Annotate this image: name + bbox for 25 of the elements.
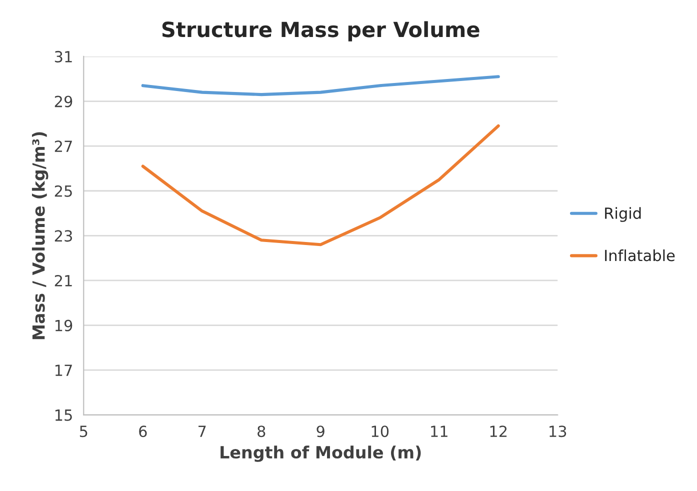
y-axis-title: Mass / Volume (kg/m³): [32, 132, 48, 340]
y-tick-label: 23: [54, 230, 72, 242]
x-tick-label: 9: [316, 426, 324, 438]
x-tick-label: 10: [372, 426, 389, 438]
legend-label: Inflatable: [605, 249, 675, 262]
y-tick-label: 21: [54, 274, 72, 286]
y-tick-label: 19: [55, 320, 72, 332]
x-tick-label: 11: [431, 426, 448, 437]
chart-title: Structure Mass per Volume: [162, 21, 480, 42]
y-tick-label: 15: [55, 410, 72, 421]
legend-label: Rigid: [605, 207, 641, 222]
y-tick-label: 25: [54, 185, 72, 197]
y-tick-label: 17: [55, 364, 72, 376]
x-axis-title: Length of Module (m): [220, 446, 421, 462]
y-tick-label: 29: [54, 96, 72, 108]
x-tick-label: 5: [80, 426, 88, 438]
x-tick-label: 7: [198, 426, 206, 437]
y-tick-label: 27: [54, 140, 72, 152]
x-tick-label: 8: [258, 426, 266, 438]
x-tick-label: 12: [490, 426, 507, 437]
x-tick-label: 13: [550, 426, 566, 438]
y-tick-label: 31: [54, 50, 72, 62]
line-series: [141, 124, 500, 246]
x-tick-label: 6: [139, 426, 147, 438]
line-series: [141, 75, 500, 96]
